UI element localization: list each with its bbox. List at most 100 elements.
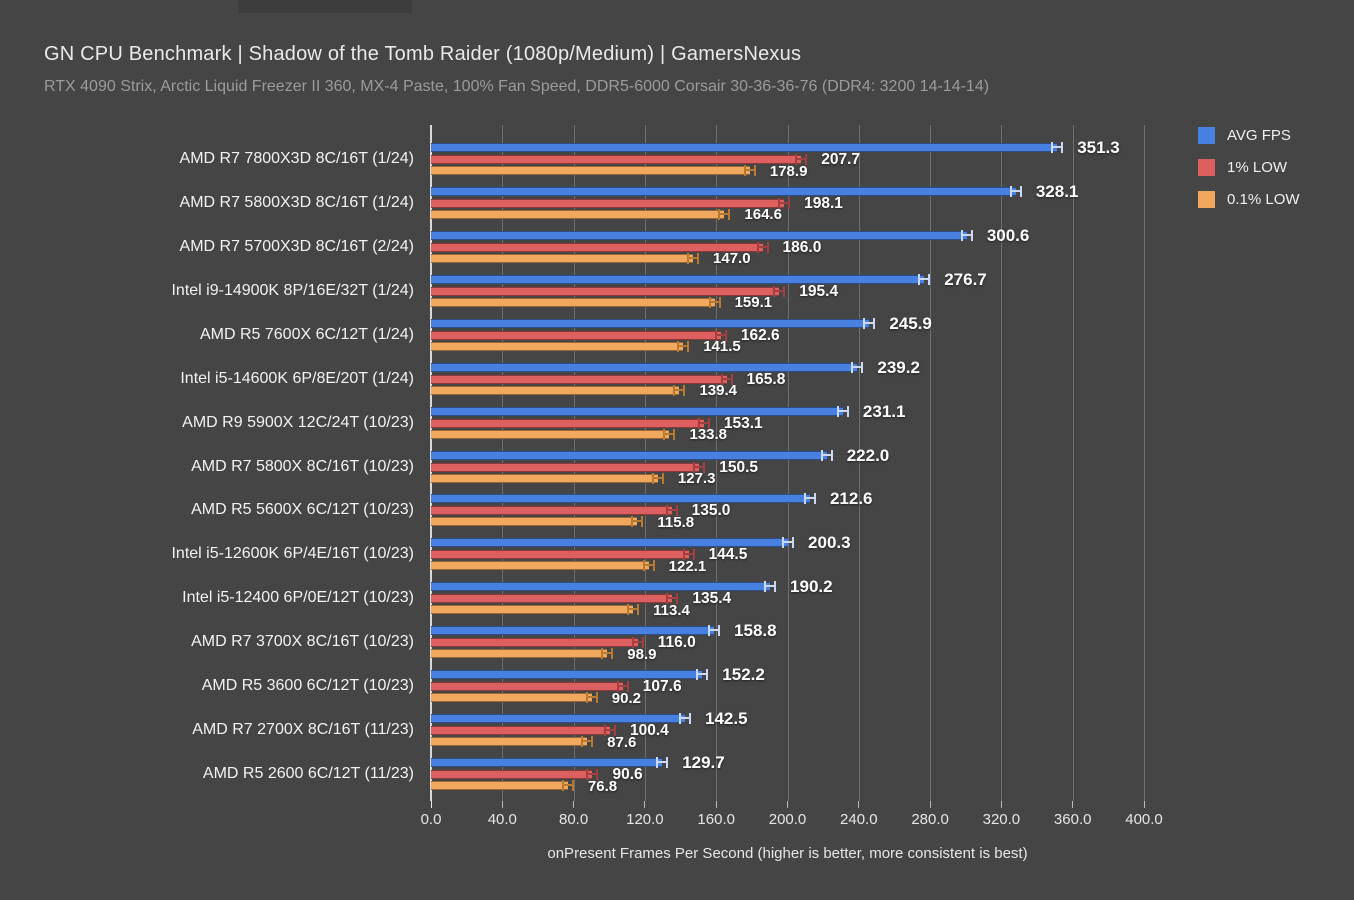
error-whisker bbox=[778, 197, 791, 209]
avg-fps-bar bbox=[431, 582, 771, 592]
x-tick bbox=[929, 801, 931, 808]
01pct-low-bar bbox=[431, 473, 658, 483]
legend-item-01pct-low: 0.1% LOW bbox=[1198, 191, 1300, 208]
error-whisker bbox=[756, 241, 769, 253]
error-whisker bbox=[601, 648, 614, 660]
01pct-low-bar bbox=[431, 737, 588, 747]
error-whisker bbox=[836, 405, 849, 417]
error-whisker bbox=[677, 340, 690, 352]
1pct-low-bar bbox=[431, 770, 593, 780]
legend-label: AVG FPS bbox=[1227, 127, 1291, 144]
value-label: 147.0 bbox=[713, 250, 751, 268]
value-label: 115.8 bbox=[657, 513, 695, 531]
error-whisker bbox=[631, 637, 644, 649]
01pct-low-bar bbox=[431, 605, 634, 615]
value-label: 239.2 bbox=[877, 357, 920, 377]
01pct-low-bar bbox=[431, 649, 608, 659]
01pct-low-bar bbox=[431, 693, 592, 703]
error-whisker bbox=[720, 373, 733, 385]
x-tick bbox=[858, 801, 860, 808]
category-label: AMD R5 3600 6C/12T (10/23) bbox=[201, 677, 414, 695]
legend-swatch-01pct-low bbox=[1198, 191, 1215, 208]
error-whisker bbox=[863, 317, 876, 329]
bar-row: 300.6 186.0 147.0 bbox=[431, 226, 1144, 267]
value-label: 144.5 bbox=[708, 546, 748, 564]
1pct-low-bar bbox=[431, 638, 638, 648]
error-whisker bbox=[697, 417, 710, 429]
gridline bbox=[787, 125, 789, 801]
1pct-low-bar bbox=[431, 286, 780, 296]
gridline bbox=[1144, 125, 1145, 801]
bar-row: 152.2 107.6 90.2 bbox=[431, 665, 1144, 707]
error-whisker bbox=[682, 549, 695, 561]
error-whisker bbox=[651, 472, 664, 484]
chart-subtitle: RTX 4090 Strix, Arctic Liquid Freezer II… bbox=[44, 78, 990, 95]
01pct-low-bar bbox=[431, 781, 568, 791]
value-label: 195.4 bbox=[799, 282, 839, 300]
01pct-low-bar bbox=[431, 209, 725, 219]
legend-item-1pct-low: 1% LOW bbox=[1198, 159, 1300, 176]
value-label: 152.2 bbox=[722, 665, 765, 685]
value-label: 127.3 bbox=[677, 470, 716, 487]
category-label: Intel i5-12600K 6P/4E/16T (10/23) bbox=[171, 545, 414, 563]
error-whisker bbox=[714, 329, 727, 341]
value-label: 178.9 bbox=[769, 162, 808, 180]
category-label: AMD R7 5700X3D 8C/16T (2/24) bbox=[179, 237, 414, 255]
category-label: AMD R7 7800X3D 8C/16T (1/24) bbox=[179, 150, 414, 167]
x-axis-title: onPresent Frames Per Second (higher is b… bbox=[547, 845, 1028, 862]
01pct-low-bar bbox=[431, 517, 638, 527]
avg-fps-bar bbox=[431, 274, 925, 284]
error-whisker bbox=[718, 208, 731, 220]
category-label: Intel i5-14600K 6P/8E/20T (1/24) bbox=[180, 369, 414, 387]
error-whisker bbox=[666, 593, 679, 605]
x-tick bbox=[715, 801, 717, 808]
value-label: 198.1 bbox=[804, 194, 843, 212]
value-label: 90.2 bbox=[611, 689, 641, 707]
x-tick-label: 360.0 bbox=[1053, 811, 1092, 828]
value-label: 222.0 bbox=[846, 445, 890, 465]
error-whisker bbox=[820, 449, 833, 461]
value-label: 328.1 bbox=[1035, 181, 1079, 201]
value-label: 158.8 bbox=[734, 621, 777, 641]
x-tick bbox=[501, 801, 503, 808]
x-tick bbox=[1143, 801, 1145, 808]
category-label: Intel i5-12400 6P/0E/12T (10/23) bbox=[182, 589, 414, 607]
value-label: 142.5 bbox=[705, 709, 748, 729]
x-tick bbox=[1072, 801, 1074, 808]
value-label: 107.6 bbox=[642, 678, 682, 696]
error-whisker bbox=[679, 713, 691, 725]
avg-fps-bar bbox=[431, 143, 1058, 152]
error-whisker bbox=[603, 725, 616, 737]
1pct-low-bar bbox=[431, 155, 802, 164]
error-whisker bbox=[803, 493, 816, 505]
1pct-low-bar bbox=[431, 198, 785, 208]
avg-fps-bar bbox=[431, 362, 858, 372]
value-label: 90.6 bbox=[612, 766, 643, 784]
01pct-low-bar bbox=[431, 253, 694, 263]
error-whisker bbox=[673, 384, 686, 396]
error-whisker bbox=[743, 165, 756, 176]
error-whisker bbox=[687, 252, 700, 264]
value-label: 159.1 bbox=[734, 294, 773, 312]
value-label: 231.1 bbox=[862, 401, 906, 421]
value-label: 139.4 bbox=[699, 382, 738, 400]
01pct-low-bar bbox=[431, 385, 680, 395]
x-tick bbox=[573, 801, 575, 808]
avg-fps-bar bbox=[431, 186, 1016, 196]
gridline bbox=[716, 125, 718, 801]
1pct-low-bar bbox=[431, 726, 610, 736]
bar-row: 158.8 116.0 98.9 bbox=[431, 621, 1144, 663]
category-label: AMD R7 5800X3D 8C/16T (1/24) bbox=[179, 193, 414, 211]
avg-fps-bar bbox=[431, 318, 870, 328]
avg-fps-bar bbox=[431, 626, 715, 636]
value-label: 98.9 bbox=[627, 645, 657, 663]
value-label: 129.7 bbox=[682, 753, 725, 773]
error-whisker bbox=[1009, 185, 1022, 197]
bar-row: 239.2 165.8 139.4 bbox=[431, 358, 1144, 399]
1pct-low-bar bbox=[431, 374, 727, 384]
category-label: AMD R5 7600X 6C/12T (1/24) bbox=[199, 325, 414, 343]
x-tick-label: 280.0 bbox=[911, 811, 949, 828]
x-tick bbox=[430, 801, 432, 808]
avg-fps-bar bbox=[431, 230, 967, 240]
